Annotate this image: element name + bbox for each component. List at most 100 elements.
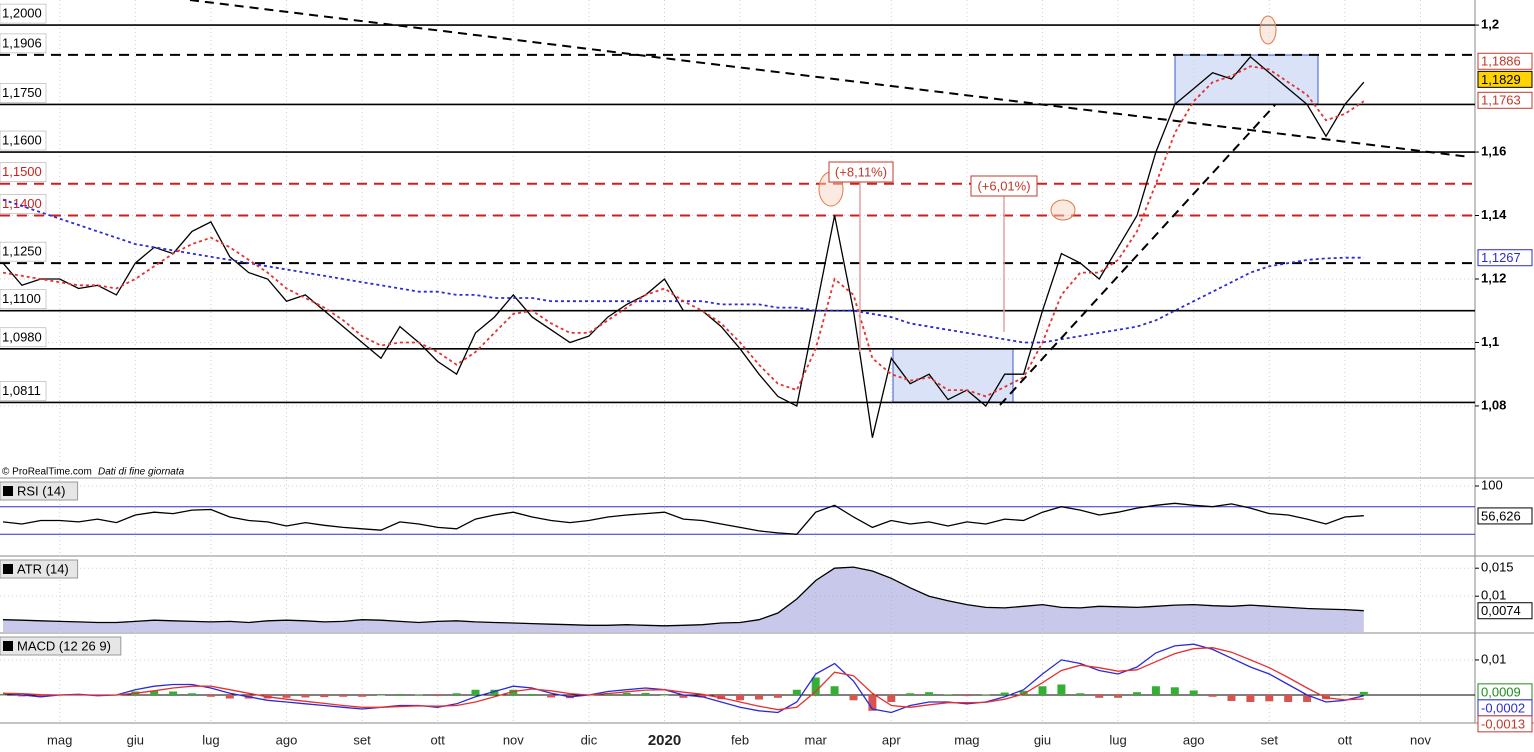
histogram-bar — [395, 693, 404, 696]
value-tag: 1,1267 — [1481, 250, 1521, 265]
histogram-bar — [830, 686, 839, 696]
histogram-bar — [150, 690, 159, 696]
x-tick-label: nov — [503, 732, 524, 747]
histogram-bar — [1246, 695, 1255, 703]
histogram-bar — [622, 692, 631, 696]
histogram-bar — [358, 695, 367, 697]
level-label-box — [0, 194, 47, 214]
x-tick-label: ott — [430, 732, 445, 747]
histogram-bar — [962, 695, 971, 697]
value-tag: -0,0013 — [1481, 716, 1525, 731]
level-label-box — [0, 327, 47, 348]
histogram-bar — [452, 693, 461, 696]
level-label: 1,1100 — [2, 291, 41, 306]
histogram-bar — [188, 693, 196, 696]
level-label: 1,1250 — [2, 244, 42, 259]
histogram-bar — [1038, 686, 1047, 696]
histogram-bar — [547, 695, 556, 698]
histogram-bar — [887, 695, 896, 703]
histogram-bar — [944, 694, 952, 696]
histogram-bar — [301, 695, 310, 698]
histogram-bar — [339, 695, 348, 697]
histogram-bar — [1265, 695, 1274, 702]
histogram-bar — [1170, 687, 1179, 696]
y-tick-label: 1,2 — [1481, 17, 1499, 32]
level-label: 1,1750 — [2, 85, 42, 100]
highlight — [1259, 15, 1277, 45]
value-tag-box — [1477, 52, 1533, 70]
x-tick-label: nov — [1410, 732, 1431, 747]
panel-label-icon — [3, 641, 13, 651]
histogram-bar — [1227, 695, 1236, 701]
histogram-bar — [1000, 692, 1009, 696]
histogram-bar — [1151, 686, 1160, 696]
x-tick-label: dic — [581, 732, 598, 747]
series-line — [2, 502, 1364, 535]
value-tag-box — [1477, 70, 1533, 88]
level-label-box — [0, 162, 47, 183]
histogram-bar — [1208, 695, 1217, 697]
histogram-bar — [1133, 692, 1141, 696]
histogram-bar — [906, 693, 915, 696]
series-line — [2, 55, 1365, 438]
level-label-box — [0, 289, 47, 309]
y-tick-label: 0,015 — [1481, 560, 1514, 575]
histogram-bar — [414, 694, 423, 696]
x-tick-label: mar — [805, 732, 828, 747]
histogram-bar — [490, 689, 499, 696]
histogram-bar — [282, 695, 291, 698]
histogram-bar — [1340, 695, 1349, 696]
histogram-bar — [811, 677, 820, 696]
annotation-box — [970, 175, 1038, 197]
histogram-bar — [1076, 693, 1085, 696]
histogram-bar — [1114, 695, 1123, 698]
panel-label: RSI (14) — [17, 483, 65, 498]
x-tick-label: lug — [202, 732, 219, 747]
x-tick-label: 2020 — [648, 732, 681, 749]
level-label: 1,0980 — [2, 329, 42, 344]
x-tick-label: set — [1261, 732, 1279, 747]
level-label: 1,1600 — [2, 132, 42, 147]
histogram-bar — [1359, 691, 1368, 696]
histogram-bar — [755, 695, 763, 700]
histogram-bar — [1057, 684, 1066, 696]
histogram-bar — [225, 695, 234, 699]
histogram-bar — [1019, 690, 1028, 696]
y-tick-label: 100 — [1481, 477, 1503, 492]
histogram-bar — [17, 695, 26, 697]
level-label: 1,2000 — [2, 6, 42, 21]
annotation-box — [828, 161, 894, 183]
panel-label-box — [0, 636, 122, 656]
y-tick-label: 1,12 — [1481, 270, 1506, 285]
level-label-box — [0, 33, 47, 54]
histogram-bar — [169, 691, 178, 696]
histogram-bar — [849, 695, 858, 701]
level-label-box — [0, 381, 47, 401]
histogram-bar — [868, 695, 877, 711]
x-tick-label: ago — [276, 732, 298, 747]
x-tick-label: giu — [127, 732, 144, 747]
value-tag-box — [1477, 715, 1533, 733]
histogram-bar — [377, 695, 385, 696]
y-tick-label: 1,16 — [1481, 143, 1506, 158]
histogram-bar — [773, 695, 782, 698]
histogram-bar — [0, 695, 7, 696]
value-tag: 1,1886 — [1481, 54, 1521, 69]
histogram-bar — [925, 692, 934, 696]
value-tag-box — [1477, 249, 1533, 267]
panel-label-box — [0, 559, 79, 579]
annotation: (+6,01%) — [977, 178, 1030, 193]
level-label: 1,1906 — [2, 35, 42, 50]
y-tick-label: 0,01 — [1481, 588, 1506, 603]
panel-label: MACD (12 26 9) — [17, 638, 111, 653]
panel-label-box — [0, 481, 79, 501]
histogram-bar — [320, 695, 329, 698]
histogram-bar — [792, 689, 801, 696]
panel-label-icon — [3, 486, 13, 496]
annotation: (+8,11%) — [835, 164, 887, 179]
note: Dati di fine giornata — [98, 467, 185, 478]
x-tick-label: lug — [1109, 732, 1126, 747]
